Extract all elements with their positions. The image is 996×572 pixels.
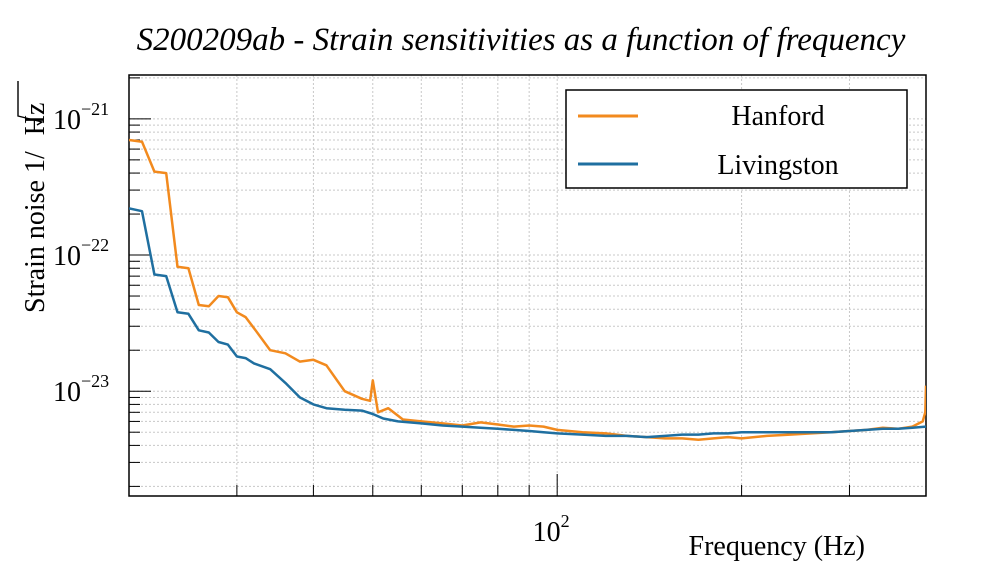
x-axis-label: Frequency (Hz) [689,531,865,562]
legend-box [565,89,908,189]
series-line-hanford [129,138,926,442]
y-tick-label: 10−23 [53,371,109,408]
axis-ticks [128,77,927,496]
sqrt-radical-icon [17,81,44,126]
axis-tick-labels: 102 10−21 10−22 10−23 [53,99,570,548]
y-tick-label-exponent: −23 [81,371,109,391]
legend-label-hanford: Hanford [731,101,824,132]
series-line-livingston [129,207,926,439]
y-axis-label-text: Strain noise 1/Hz [20,103,51,313]
y-axis-label-sqrt-arg: Hz [20,103,51,136]
y-tick-label: 10−22 [53,235,109,272]
series-layer [129,138,926,442]
y-axis-label: Strain noise 1/Hz [17,81,51,313]
chart-title: S200209ab - Strain sensitivities as a fu… [137,22,906,58]
y-tick-label-exponent: −22 [81,235,109,255]
legend: Hanford Livingston [565,89,908,189]
x-tick-label-exponent: 2 [561,511,570,531]
y-tick-label: 10−21 [53,99,109,136]
x-tick-label: 102 [533,511,570,548]
legend-label-livingston: Livingston [717,150,838,181]
y-axis-label-main: Strain noise 1/ [20,151,51,313]
y-tick-label-exponent: −21 [81,99,109,119]
